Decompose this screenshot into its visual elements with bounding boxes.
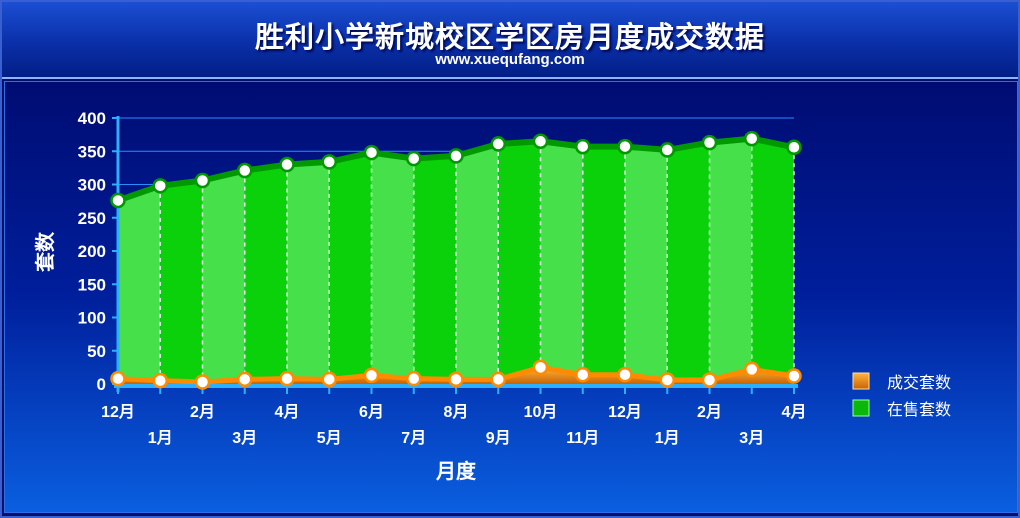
sold-point-3 (237, 371, 253, 388)
sold-point-13 (659, 372, 675, 388)
legend-swatch-supply (852, 399, 870, 417)
sold-point-0 (110, 370, 126, 387)
y-tick-label-100: 100 (78, 309, 106, 328)
supply-area-band-0 (118, 185, 161, 384)
sold-point-9 (490, 371, 506, 388)
supply-point-3 (237, 162, 253, 179)
sold-point-4 (279, 370, 295, 387)
supply-area-band-11 (582, 146, 625, 384)
sold-point-10 (532, 359, 549, 376)
supply-area-band-9 (498, 141, 541, 384)
y-tick-label-50: 50 (87, 342, 106, 361)
supply-area-band-5 (329, 152, 372, 384)
legend-label-sold: 成交套数 (887, 373, 951, 392)
x-tick-label-8: 8月 (444, 403, 469, 421)
legend: 成交套数 在售套数 (852, 372, 951, 419)
supply-area-band-7 (413, 155, 456, 384)
supply-point-9 (490, 136, 506, 152)
x-tick-label-2: 2月 (190, 403, 215, 421)
x-tick-label-13: 1月 (655, 429, 680, 447)
supply-point-15 (744, 130, 760, 147)
sold-point-11 (575, 366, 591, 383)
sold-point-16 (786, 368, 802, 384)
area-series (117, 135, 795, 385)
x-tick-label-16: 4月 (782, 403, 807, 421)
tick-labels: 0 50 100 150 200 250 300 350 400 12月 1月 2月 3月 4月 5月 6月 7… (78, 109, 807, 447)
supply-point-5 (321, 154, 337, 170)
supply-point-4 (279, 156, 295, 173)
x-tick-label-3: 3月 (232, 429, 257, 447)
x-tick-label-1: 1月 (148, 429, 173, 447)
x-tick-label-5: 5月 (317, 429, 342, 447)
y-tick-label-250: 250 (78, 209, 106, 228)
supply-area-band-10 (540, 141, 583, 384)
sold-point-6 (363, 367, 380, 384)
chart-header: 胜利小学新城校区学区房月度成交数据 www.xuequfang.com (2, 2, 1018, 79)
y-tick-label-0: 0 (97, 375, 106, 394)
x-tick-label-14: 2月 (697, 403, 722, 421)
supply-area-band-14 (709, 138, 752, 384)
supply-point-13 (659, 142, 675, 158)
supply-area-band-2 (202, 170, 245, 384)
sold-point-15 (744, 361, 760, 378)
sold-point-2 (194, 374, 211, 390)
x-tick-label-0: 12月 (101, 403, 135, 421)
y-axis-title: 套数 (33, 231, 57, 272)
y-tick-label-350: 350 (78, 142, 106, 161)
x-tick-label-11: 11月 (566, 429, 599, 447)
y-tick-label-300: 300 (78, 176, 106, 195)
sold-point-12 (617, 366, 633, 383)
y-tick-label-400: 400 (78, 109, 106, 128)
supply-point-1 (152, 178, 168, 194)
supply-area-band-12 (625, 146, 668, 384)
y-tick-label-150: 150 (78, 275, 106, 294)
sold-point-5 (321, 371, 337, 388)
x-tick-label-12: 12月 (608, 403, 642, 421)
supply-area-band-8 (456, 143, 499, 384)
legend-swatch-sold (852, 372, 870, 390)
y-tick-label-200: 200 (78, 242, 106, 261)
x-tick-label-9: 9月 (486, 429, 511, 447)
supply-point-10 (532, 133, 549, 150)
supply-area-band-13 (667, 142, 710, 384)
supply-area-band-4 (287, 161, 330, 384)
legend-label-supply: 在售套数 (887, 400, 951, 419)
chart-subtitle: www.xuequfang.com (435, 51, 585, 68)
supply-point-0 (110, 192, 126, 209)
supply-point-6 (363, 144, 380, 161)
supply-area-band-15 (751, 138, 794, 384)
x-axis-title: 月度 (435, 459, 477, 483)
supply-point-16 (786, 139, 802, 156)
supply-point-7 (406, 150, 422, 167)
supply-area-band-1 (160, 180, 203, 384)
x-tick-label-10: 10月 (524, 403, 558, 421)
supply-point-14 (701, 134, 718, 151)
x-tick-label-4: 4月 (275, 403, 300, 421)
sold-point-1 (152, 372, 168, 389)
data-markers (110, 130, 802, 390)
supply-area-band-3 (244, 164, 287, 384)
sold-point-8 (448, 371, 464, 388)
supply-point-12 (617, 138, 633, 155)
x-tick-label-6: 6月 (359, 403, 384, 421)
supply-point-8 (448, 148, 464, 164)
supply-point-11 (575, 138, 591, 155)
supply-area-band-6 (371, 152, 414, 384)
sold-point-7 (406, 370, 422, 387)
x-tick-label-7: 7月 (401, 429, 426, 447)
chart-title: 胜利小学新城校区学区房月度成交数据 (254, 20, 765, 54)
supply-point-2 (194, 172, 211, 189)
x-tick-label-15: 3月 (739, 429, 764, 447)
sold-point-14 (701, 372, 718, 388)
